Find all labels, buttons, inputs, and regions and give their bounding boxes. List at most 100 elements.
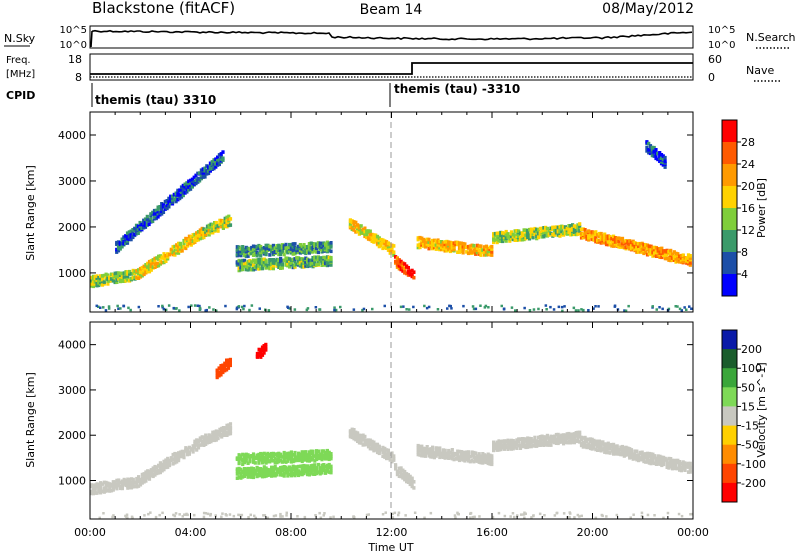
velocity-cell	[477, 458, 481, 463]
power-cell	[654, 156, 658, 161]
velocity-cell	[603, 450, 607, 454]
velocity-cell	[129, 485, 133, 490]
power-cell	[617, 245, 621, 249]
velocity-cell	[565, 432, 569, 436]
velocity-cell	[431, 445, 435, 450]
velocity-cell	[327, 457, 331, 462]
power-cell	[117, 307, 120, 310]
velocity-cell	[257, 353, 261, 358]
velocity-cell	[302, 467, 306, 472]
velocity-cell	[416, 446, 420, 450]
power-cell	[211, 230, 215, 235]
velocity-cell	[155, 465, 159, 470]
power-cell	[322, 241, 326, 245]
velocity-cell	[477, 454, 481, 459]
power-cell	[193, 232, 197, 237]
power-cell	[686, 253, 691, 257]
velocity-cell	[667, 456, 671, 461]
power-cell	[167, 204, 171, 209]
power-cell	[484, 304, 488, 308]
power-cell	[434, 245, 438, 250]
power-cell	[356, 229, 360, 234]
velocity-cell	[628, 447, 632, 451]
velocity-cell	[320, 471, 324, 475]
velocity-cell	[606, 450, 610, 455]
velocity-cell	[592, 441, 596, 445]
velocity-cell	[315, 451, 319, 456]
power-cell	[225, 218, 229, 223]
velocity-colorbar-swatch	[722, 387, 737, 407]
velocity-cell	[374, 442, 378, 447]
power-cell	[488, 249, 492, 254]
velocity-cell	[277, 456, 281, 460]
power-cell	[169, 251, 173, 255]
velocity-cell	[149, 511, 152, 514]
velocity-cell	[90, 483, 94, 487]
power-cell	[381, 246, 385, 251]
power-cell	[246, 268, 250, 272]
velocity-cell	[388, 452, 392, 457]
power-cell	[120, 275, 124, 279]
power-cell	[565, 226, 569, 231]
cpid-label: CPID	[6, 89, 35, 102]
power-cell	[304, 260, 308, 264]
velocity-cell	[640, 450, 644, 455]
power-cell	[255, 260, 259, 264]
velocity-cell	[372, 442, 376, 447]
power-cell	[642, 245, 646, 250]
velocity-cell	[452, 451, 456, 456]
velocity-cell	[303, 515, 307, 519]
velocity-cell	[196, 445, 201, 450]
power-cell	[189, 237, 193, 241]
power-cell	[90, 282, 94, 286]
velocity-cell	[273, 473, 277, 478]
velocity-cell	[576, 430, 580, 435]
velocity-cell	[560, 438, 564, 442]
velocity-cell	[356, 437, 360, 441]
velocity-cell	[162, 467, 166, 472]
velocity-cell	[277, 459, 281, 464]
power-cell	[270, 246, 274, 251]
power-cell	[162, 307, 166, 311]
power-cell	[125, 239, 130, 243]
power-cell	[352, 228, 356, 232]
velocity-cell	[416, 450, 420, 454]
velocity-cell	[187, 450, 191, 455]
velocity-cell	[408, 474, 412, 479]
power-cell	[120, 271, 124, 276]
power-cell	[239, 267, 243, 272]
velocity-cell	[313, 459, 317, 463]
velocity-cell	[374, 448, 378, 452]
power-cell	[499, 235, 503, 240]
power-cell	[392, 244, 396, 248]
velocity-cell	[282, 456, 286, 460]
power-cell	[637, 248, 641, 252]
velocity-cell	[297, 458, 301, 463]
power-cell	[288, 249, 292, 253]
power-cell	[588, 233, 593, 238]
power-cell	[286, 259, 290, 263]
velocity-cell	[590, 447, 594, 451]
power-cell	[175, 307, 178, 310]
power-cell	[454, 242, 458, 247]
velocity-cell	[282, 468, 286, 472]
velocity-cell	[670, 466, 675, 471]
power-cell	[620, 238, 625, 243]
power-cell	[403, 262, 407, 266]
velocity-cell	[220, 432, 224, 437]
velocity-cell	[91, 483, 95, 488]
velocity-cell	[459, 450, 463, 454]
power-cell	[637, 241, 641, 246]
power-cell	[587, 309, 590, 312]
power-cell	[395, 265, 399, 269]
velocity-cell	[315, 466, 319, 470]
velocity-cell	[307, 469, 311, 473]
velocity-cell	[469, 516, 472, 519]
power-cell	[142, 218, 146, 223]
velocity-cell	[117, 478, 121, 482]
velocity-cell	[295, 455, 299, 459]
power-ytick-label: 1000	[58, 267, 86, 280]
power-cell	[313, 260, 317, 265]
velocity-cell	[169, 458, 173, 462]
